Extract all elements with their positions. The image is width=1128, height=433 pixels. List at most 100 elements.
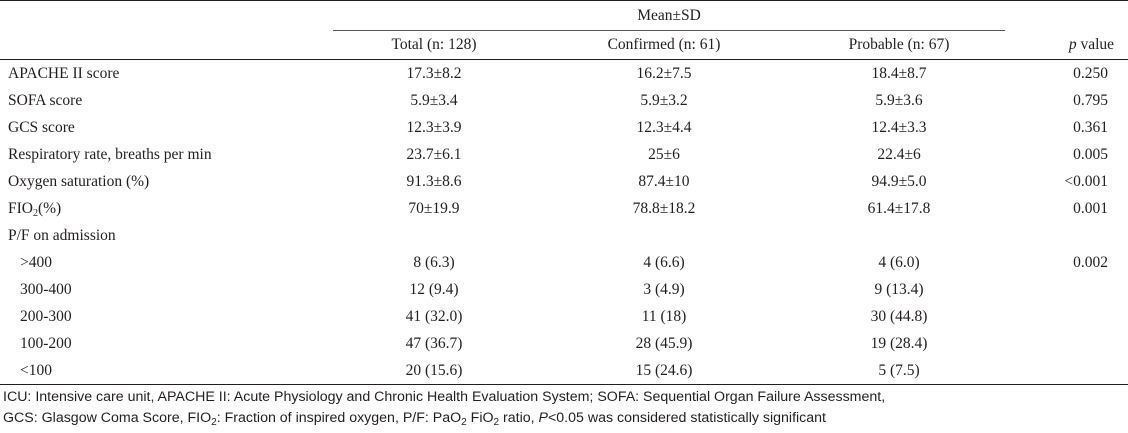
footnote-text: ratio,: [499, 410, 539, 426]
p-label-italic: p: [1068, 35, 1077, 53]
table-row: >400 8 (6.3) 4 (6.6) 4 (6.0) 0.002: [0, 249, 1128, 276]
cell-probable: 30 (44.8): [870, 307, 928, 325]
header-empty-cell: [1005, 0, 1128, 31]
header-empty-cell: [0, 30, 333, 60]
cell-p-value: [1005, 276, 1128, 303]
cell-probable: 19 (28.4): [870, 334, 928, 352]
label-fio-text: FIO: [8, 199, 33, 217]
cell-p-value: [1005, 222, 1128, 249]
cell-probable: 12.4±3.3: [871, 118, 927, 136]
cell-p-value: [1005, 303, 1128, 330]
table-row: SOFA score 5.9±3.4 5.9±3.2 5.9±3.6 0.795: [0, 87, 1128, 114]
table-row: <100 20 (15.6) 15 (24.6) 5 (7.5): [0, 357, 1128, 385]
footnote-subscript: 2: [493, 417, 500, 428]
cell-p-value: [1005, 330, 1128, 357]
cell-p-value: [1005, 357, 1128, 385]
footnote-text: GCS: Glasgow Coma Score, FIO: [3, 410, 212, 426]
column-header-probable: Probable (n: 67): [793, 30, 1006, 60]
cell-confirmed: 4 (6.6): [643, 253, 685, 271]
cell-confirmed: 3 (4.9): [643, 280, 685, 298]
cell-probable: 61.4±17.8: [867, 199, 931, 217]
label-unit: (%): [37, 199, 62, 217]
cell-p-value: 0.795: [1073, 91, 1109, 109]
footnote-subscript: 2: [211, 417, 217, 428]
cell-p-value: 0.002: [1073, 253, 1109, 271]
table-row: 300-400 12 (9.4) 3 (4.9) 9 (13.4): [0, 276, 1128, 303]
cell-probable: 22.4±6: [877, 145, 921, 163]
cell-probable: 5 (7.5): [793, 357, 1006, 385]
cell-total: 12.3±3.9: [406, 118, 462, 136]
cell-confirmed: 11 (18): [641, 307, 687, 325]
cell-total: 47 (36.7): [405, 334, 463, 352]
cell-p-value: 0.361: [1073, 118, 1109, 136]
header-row-group: Mean±SD: [0, 0, 1128, 31]
cell-confirmed: [535, 222, 793, 249]
row-label: Respiratory rate, breaths per min: [8, 145, 212, 163]
cell-probable: 4 (6.0): [878, 253, 920, 271]
footnote-text: <0.05 was considered statistically signi…: [548, 410, 826, 426]
table-row: 200-300 41 (32.0) 11 (18) 30 (44.8): [0, 303, 1128, 330]
column-header-total: Total (n: 128): [333, 30, 535, 60]
row-label: >400: [20, 253, 52, 271]
cell-total: [333, 222, 535, 249]
cell-probable: [793, 222, 1005, 249]
cell-total: 17.3±8.2: [406, 64, 462, 82]
footnote-line-2: GCS: Glasgow Coma Score, FIO2: Fraction …: [3, 408, 1123, 429]
cell-confirmed: 78.8±18.2: [632, 199, 696, 217]
table-footnote: ICU: Intensive care unit, APACHE II: Acu…: [3, 387, 1123, 429]
cell-total: 91.3±8.6: [406, 172, 462, 190]
p-label-rest: value: [1076, 35, 1115, 53]
data-table: Mean±SD Total (n: 128) Confirmed (n: 61)…: [0, 0, 1128, 385]
cell-total: 8 (6.3): [413, 253, 455, 271]
row-label: SOFA score: [8, 91, 83, 109]
footnote-line-1: ICU: Intensive care unit, APACHE II: Acu…: [3, 389, 886, 405]
cell-probable: 18.4±8.7: [871, 64, 927, 82]
cell-confirmed: 12.3±4.4: [636, 118, 692, 136]
cell-confirmed: 87.4±10: [638, 172, 690, 190]
header-empty-cell: [0, 0, 333, 31]
row-label: 200-300: [20, 307, 72, 325]
cell-probable: 94.9±5.0: [871, 172, 927, 190]
cell-p-value: 0.005: [1073, 145, 1109, 163]
cell-probable: 5.9±3.6: [875, 91, 923, 109]
table-row: P/F on admission: [0, 222, 1128, 249]
table-row: Oxygen saturation (%) 91.3±8.6 87.4±10 9…: [0, 168, 1128, 195]
table-row: 100-200 47 (36.7) 28 (45.9) 19 (28.4): [0, 330, 1128, 357]
table-row: FIO2(%) 70±19.9 78.8±18.2 61.4±17.8 0.00…: [0, 195, 1128, 222]
row-label: FIO2(%): [0, 195, 333, 222]
table-row: GCS score 12.3±3.9 12.3±4.4 12.4±3.3 0.3…: [0, 114, 1128, 141]
cell-total: 20 (15.6): [333, 357, 535, 385]
row-label: APACHE II score: [8, 64, 120, 82]
cell-total: 70±19.9: [408, 199, 460, 217]
cell-confirmed: 25±6: [648, 145, 680, 163]
row-label: 100-200: [20, 334, 72, 352]
label-subscript: 2: [32, 207, 38, 219]
header-row-columns: Total (n: 128) Confirmed (n: 61) Probabl…: [0, 30, 1128, 60]
column-header-confirmed: Confirmed (n: 61): [535, 30, 793, 60]
cell-confirmed: 15 (24.6): [535, 357, 793, 385]
row-label: 300-400: [20, 280, 72, 298]
cell-p-value: <0.001: [1064, 172, 1109, 190]
cell-p-value: 0.250: [1073, 64, 1109, 82]
column-header-p-value: p value: [1005, 30, 1128, 60]
cell-confirmed: 16.2±7.5: [636, 64, 692, 82]
footnote-text: FiO: [466, 410, 494, 426]
row-label: GCS score: [8, 118, 75, 136]
cell-total: 23.7±6.1: [406, 145, 462, 163]
footnote-subscript: 2: [461, 417, 467, 428]
cell-p-value: 0.001: [1073, 199, 1109, 217]
footnote-p-italic: P: [538, 410, 548, 426]
table-row: APACHE II score 17.3±8.2 16.2±7.5 18.4±8…: [0, 60, 1128, 88]
footnote-text: : Fraction of inspired oxygen, P/F: PaO: [216, 410, 462, 426]
row-label: P/F on admission: [8, 226, 116, 244]
cell-total: 5.9±3.4: [410, 91, 458, 109]
cell-confirmed: 28 (45.9): [635, 334, 693, 352]
cell-total: 41 (32.0): [405, 307, 463, 325]
cell-probable: 9 (13.4): [874, 280, 924, 298]
row-label: Oxygen saturation (%): [8, 172, 150, 190]
group-header-mean-sd: Mean±SD: [333, 0, 1006, 31]
row-label: <100: [0, 357, 333, 385]
table-row: Respiratory rate, breaths per min 23.7±6…: [0, 141, 1128, 168]
cell-total: 12 (9.4): [409, 280, 459, 298]
